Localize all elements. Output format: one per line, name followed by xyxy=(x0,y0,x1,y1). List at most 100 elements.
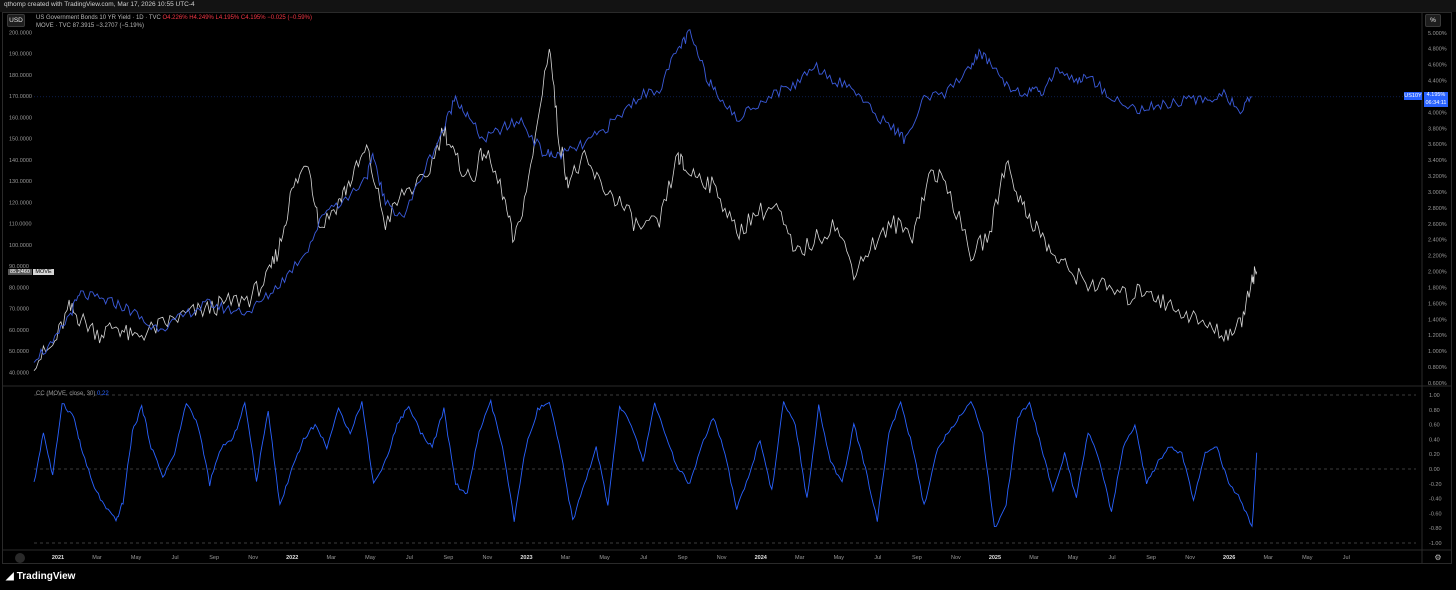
yield-tick-label: 0.800% xyxy=(1428,365,1447,371)
yield-tick-label: 2.400% xyxy=(1428,238,1447,244)
yield-tick-label: 1.400% xyxy=(1428,317,1447,323)
yield-tick-label: 4.000% xyxy=(1428,110,1447,116)
us10y-label: US10Y xyxy=(1404,93,1422,99)
footer xyxy=(0,566,1456,590)
scale-mode-button[interactable]: % xyxy=(1425,14,1441,27)
move-tick-label: 90.0000 xyxy=(9,264,29,270)
yield-tick-label: 5.000% xyxy=(1428,31,1447,37)
indicator-label: CC (MOVE, close, 30) xyxy=(36,391,96,397)
time-tick-label: May xyxy=(365,555,376,561)
time-tick-label: Jul xyxy=(874,555,881,561)
indicator-tick-label: 0.40 xyxy=(1429,437,1440,443)
indicator-legend[interactable]: CC (MOVE, close, 30) 0.22 xyxy=(36,391,109,397)
time-tick-label: 2022 xyxy=(286,555,298,561)
time-tick-label: Jul xyxy=(1343,555,1350,561)
us10y-series-line xyxy=(33,29,1252,363)
move-series-line xyxy=(33,48,1258,372)
move-tick-label: 50.0000 xyxy=(9,349,29,355)
yield-tick-label: 0.600% xyxy=(1428,381,1447,387)
us10y-countdown: 06:34:11 xyxy=(1425,99,1447,106)
indicator-tick-label: 0.20 xyxy=(1429,452,1440,458)
move-tick-label: 170.0000 xyxy=(9,94,32,100)
time-tick-label: May xyxy=(131,555,142,561)
move-tick-label: 110.0000 xyxy=(9,222,32,228)
move-tick-label: 100.0000 xyxy=(9,243,32,249)
time-tick-label: Sep xyxy=(209,555,219,561)
time-tick-label: Mar xyxy=(1263,555,1273,561)
yield-tick-label: 4.800% xyxy=(1428,47,1447,53)
yield-tick-label: 1.600% xyxy=(1428,301,1447,307)
time-tick-label: Mar xyxy=(92,555,102,561)
yield-tick-label: 4.600% xyxy=(1428,63,1447,69)
legend-overlay-symbol[interactable]: MOVE · TVC xyxy=(36,23,71,29)
move-value-badge: 85.2460 MOVE xyxy=(8,268,54,276)
chart-canvas[interactable]: 2021 Mar May Jul Sep Nov 2022 Mar May Jul Sep Nov 20… xyxy=(0,0,1456,566)
indicator-tick-label: -0.60 xyxy=(1429,511,1442,517)
legend-overlay-row: MOVE · TVC 87.3915 −3.2707 (−5.19%) xyxy=(36,22,312,30)
us10y-price-badge: US10Y xyxy=(1404,92,1422,100)
time-tick-label: Jul xyxy=(1109,555,1116,561)
chart-frame[interactable] xyxy=(2,12,1452,564)
legend: US Government Bonds 10 YR Yield · 1D · T… xyxy=(36,14,312,30)
yield-axis: 0.600% 0.800% 1.000% 1.200% 1.400% 1.600% 1.80… xyxy=(1428,31,1447,387)
move-label: MOVE xyxy=(33,269,54,275)
time-tick-label: Sep xyxy=(912,555,922,561)
move-tick-label: 160.0000 xyxy=(9,115,32,121)
move-axis: 40.0000 50.0000 60.0000 70.0000 80.0000 90.00… xyxy=(9,30,32,376)
time-tick-label: Jul xyxy=(172,555,179,561)
tradingview-logo-icon: ◢ xyxy=(6,571,14,582)
yield-tick-label: 1.000% xyxy=(1428,349,1447,355)
indicator-value: 0.22 xyxy=(97,391,109,397)
cc-series-line xyxy=(33,398,1258,528)
time-tick-label: 2025 xyxy=(989,555,1001,561)
time-tick-label: Nov xyxy=(483,555,493,561)
move-tick-label: 180.0000 xyxy=(9,73,32,79)
time-tick-label: 2026 xyxy=(1223,555,1235,561)
tradingview-logo-text: TradingView xyxy=(16,571,76,582)
move-tick-label: 190.0000 xyxy=(9,52,32,58)
currency-button[interactable]: USD xyxy=(7,14,25,27)
settings-gear-icon[interactable]: ⚙ xyxy=(1434,553,1442,562)
time-axis: 2021 Mar May Jul Sep Nov 2022 Mar May Jul Sep Nov 20… xyxy=(52,555,1350,561)
move-tick-label: 200.0000 xyxy=(9,30,32,36)
time-tick-label: Sep xyxy=(443,555,453,561)
time-tick-label: Mar xyxy=(1029,555,1039,561)
time-tick-label: Nov xyxy=(717,555,727,561)
yield-tick-label: 3.000% xyxy=(1428,190,1447,196)
indicator-tick-label: 1.00 xyxy=(1429,393,1440,399)
indicator-axis: -1.00 -0.80 -0.60 -0.40 -0.20 0.00 0.20 0.40 0.6… xyxy=(1429,393,1442,547)
time-tick-label: Mar xyxy=(561,555,571,561)
move-tick-label: 60.0000 xyxy=(9,328,29,334)
us10y-value-badge: 4.195% 06:34:11 xyxy=(1424,92,1448,107)
yield-tick-label: 2.000% xyxy=(1428,270,1447,276)
credit-text: qthomp created with TradingView.com, Mar… xyxy=(4,1,195,8)
yield-tick-label: 3.600% xyxy=(1428,142,1447,148)
time-tick-label: May xyxy=(599,555,610,561)
goto-date-button[interactable] xyxy=(15,553,25,563)
time-tick-label: 2023 xyxy=(520,555,532,561)
move-value: 85.2460 xyxy=(8,269,32,275)
time-tick-label: Sep xyxy=(1146,555,1156,561)
move-tick-label: 140.0000 xyxy=(9,158,32,164)
indicator-tick-label: 0.60 xyxy=(1429,423,1440,429)
tradingview-logo[interactable]: ◢ TradingView xyxy=(6,571,75,582)
time-tick-label: May xyxy=(1068,555,1079,561)
yield-tick-label: 2.800% xyxy=(1428,206,1447,212)
yield-tick-label: 2.200% xyxy=(1428,254,1447,260)
indicator-tick-label: -0.80 xyxy=(1429,526,1442,532)
legend-main-values: O4.226% H4.249% L4.195% C4.195% −0.025 (… xyxy=(162,15,312,21)
legend-main-symbol[interactable]: US Government Bonds 10 YR Yield · 1D · T… xyxy=(36,15,161,21)
move-tick-label: 80.0000 xyxy=(9,285,29,291)
indicator-tick-label: -0.40 xyxy=(1429,497,1442,503)
legend-overlay-values: 87.3915 −3.2707 (−5.19%) xyxy=(72,23,144,29)
time-tick-label: Mar xyxy=(795,555,805,561)
indicator-tick-label: 0.00 xyxy=(1429,467,1440,473)
yield-tick-label: 1.200% xyxy=(1428,333,1447,339)
indicator-tick-label: 0.80 xyxy=(1429,408,1440,414)
time-tick-label: Nov xyxy=(951,555,961,561)
time-tick-label: Mar xyxy=(327,555,337,561)
indicator-pane xyxy=(33,394,1416,544)
time-tick-label: Jul xyxy=(406,555,413,561)
indicator-tick-label: -0.20 xyxy=(1429,482,1442,488)
move-tick-label: 70.0000 xyxy=(9,307,29,313)
